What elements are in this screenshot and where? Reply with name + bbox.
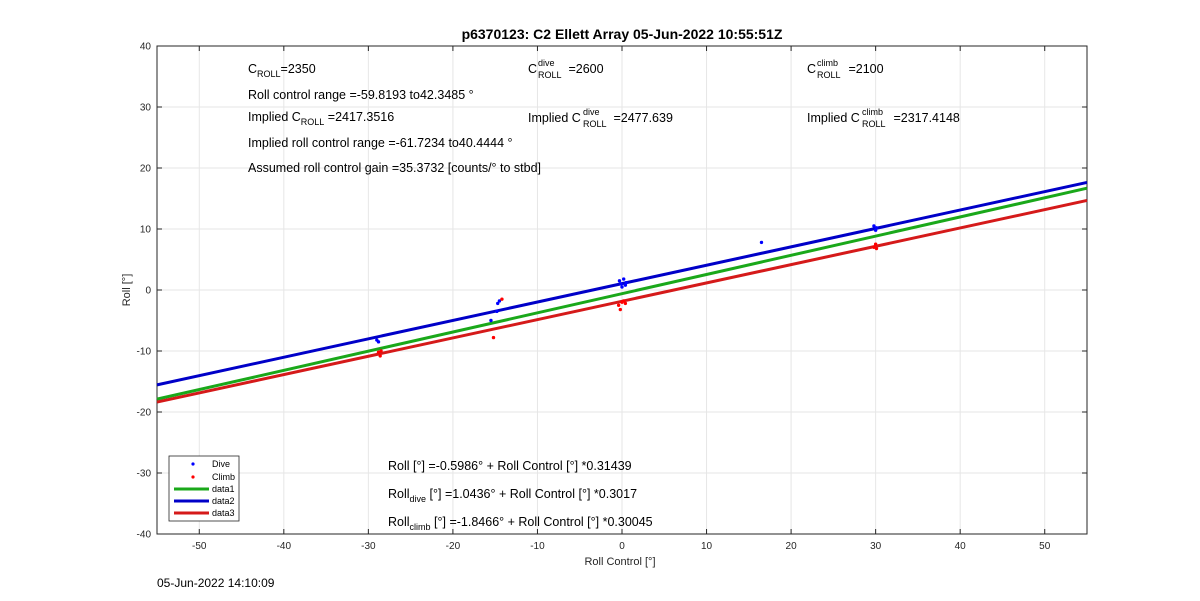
legend-label-data1: data1 (212, 484, 235, 494)
point-climb (872, 245, 876, 249)
data-points (375, 224, 879, 358)
fit-equation-all: Roll [°] =-0.5986° + Roll Control [°] *0… (388, 459, 632, 473)
x-tick-label: 30 (870, 541, 882, 552)
c-climb-annotation: Cclimb ROLL =2100 (807, 58, 884, 80)
x-tick-label: 10 (701, 541, 713, 552)
y-tick-label: -10 (137, 347, 152, 358)
timestamp: 05-Jun-2022 14:10:09 (157, 576, 275, 590)
implied-c-roll-annotation: Implied CROLL =2417.3516 (248, 110, 394, 127)
point-dive (619, 282, 623, 286)
fit-line-data1 (156, 186, 1088, 401)
implied-range-annotation: Implied roll control range =-61.7234 to4… (248, 136, 513, 150)
point-dive (617, 279, 622, 283)
point-climb (376, 350, 381, 354)
legend-marker-climb (191, 475, 195, 479)
legend-marker-dive (191, 462, 195, 466)
legend-label-dive: Dive (212, 459, 230, 469)
y-tick-label: 40 (140, 42, 152, 53)
y-tick-label: 20 (140, 164, 152, 175)
point-dive (489, 318, 493, 323)
fit-equation-climb: Rollclimb [°] =-1.8466° + Roll Control [… (388, 515, 653, 532)
point-climb (616, 303, 621, 307)
x-tick-label: 20 (786, 541, 798, 552)
point-dive (495, 309, 499, 314)
point-dive (496, 301, 500, 306)
point-climb (491, 335, 496, 340)
point-dive (874, 226, 879, 230)
legend-label-data3: data3 (212, 508, 235, 518)
y-tick-label: 0 (145, 286, 151, 297)
x-tick-label: 0 (619, 541, 625, 552)
legend-label-data2: data2 (212, 496, 235, 506)
point-dive (759, 240, 764, 245)
ticks: -50 -40 -30 -20 -10 0 10 20 30 40 50 -40 -30 -20 -10 0 1… (137, 42, 1087, 552)
point-dive (621, 277, 626, 281)
point-climb (379, 349, 383, 353)
roll-range-annotation: Roll control range =-59.8193 to42.3485 ° (248, 88, 474, 102)
chart-title: p6370123: C2 Ellett Array 05-Jun-2022 10… (462, 26, 783, 42)
y-tick-label: -40 (137, 530, 152, 541)
point-dive (497, 299, 502, 303)
point-climb (500, 297, 504, 301)
point-climb (873, 242, 878, 246)
c-dive-annotation: Cdive ROLL =2600 (528, 58, 604, 80)
x-axis-label: Roll Control [°] (584, 556, 655, 568)
point-dive (624, 280, 628, 285)
x-tick-label: -30 (361, 541, 376, 552)
x-tick-label: 40 (955, 541, 967, 552)
legend: Dive Climb data1 data2 data3 (168, 455, 240, 522)
point-climb (621, 299, 626, 303)
legend-label-climb: Climb (212, 472, 235, 482)
point-dive (620, 285, 624, 289)
y-axis-label: Roll [°] (121, 274, 133, 307)
gain-annotation: Assumed roll control gain =35.3732 [coun… (248, 161, 541, 175)
x-tick-label: -10 (530, 541, 545, 552)
point-climb (874, 246, 879, 251)
x-tick-label: 50 (1039, 541, 1051, 552)
x-tick-label: -20 (446, 541, 461, 552)
point-dive (872, 224, 876, 228)
fit-equation-dive: Rolldive [°] =1.0436° + Roll Control [°]… (388, 487, 637, 504)
point-climb (623, 301, 628, 306)
y-tick-label: 30 (140, 103, 152, 114)
point-climb (618, 307, 623, 312)
x-tick-label: -40 (277, 541, 292, 552)
y-tick-label: 10 (140, 225, 152, 236)
x-tick-label: -50 (192, 541, 207, 552)
c-roll-annotation: CROLL=2350 (248, 62, 316, 79)
point-dive (376, 340, 381, 344)
point-climb (378, 354, 382, 358)
y-tick-label: -20 (137, 408, 152, 419)
y-tick-label: -30 (137, 469, 152, 480)
